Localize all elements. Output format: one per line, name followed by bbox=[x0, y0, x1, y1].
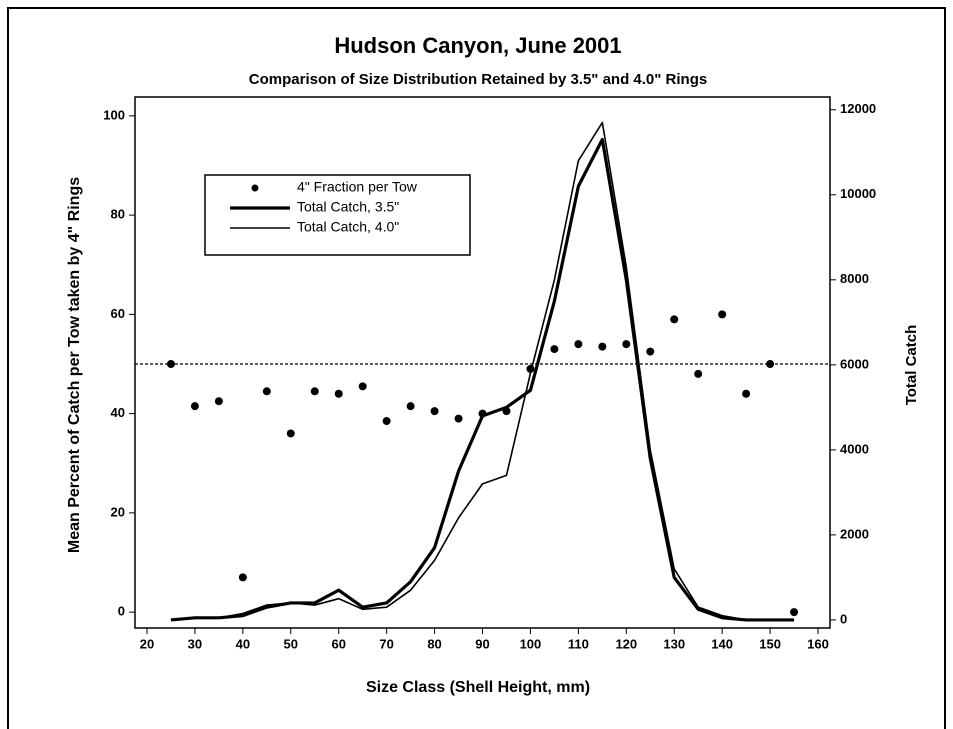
scatter-point bbox=[622, 340, 631, 349]
x-tick-label: 120 bbox=[615, 636, 637, 651]
y2-tick-label: 10000 bbox=[840, 186, 876, 201]
scatter-point bbox=[742, 389, 751, 398]
y2-tick-label: 2000 bbox=[840, 526, 869, 541]
legend-label: 4" Fraction per Tow bbox=[297, 179, 418, 195]
y-tick-label: 80 bbox=[111, 207, 125, 222]
scatter-point bbox=[238, 573, 247, 582]
scatter-point bbox=[646, 347, 655, 356]
x-tick-label: 150 bbox=[759, 636, 781, 651]
scatter-point bbox=[406, 402, 415, 411]
y-tick-label: 100 bbox=[103, 107, 125, 122]
scatter-point bbox=[214, 397, 223, 406]
x-tick-label: 70 bbox=[379, 636, 393, 651]
frame bbox=[7, 7, 946, 729]
scatter-point bbox=[574, 340, 583, 349]
y2-axis-label: Total Catch bbox=[903, 325, 920, 406]
y2-tick-label: 8000 bbox=[840, 271, 869, 286]
y-tick-label: 40 bbox=[111, 405, 125, 420]
x-tick-label: 40 bbox=[236, 636, 250, 651]
line bbox=[170, 121, 795, 621]
scatter-point bbox=[382, 417, 391, 426]
legend-label: Total Catch, 4.0" bbox=[297, 219, 399, 235]
x-tick-label: 30 bbox=[188, 636, 202, 651]
scatter-point bbox=[310, 387, 319, 396]
scatter-point bbox=[430, 407, 439, 416]
y2-tick-label: 6000 bbox=[840, 356, 869, 371]
scatter-point bbox=[190, 402, 199, 411]
y-tick-label: 20 bbox=[111, 504, 125, 519]
legend-marker bbox=[251, 184, 259, 192]
x-tick-label: 90 bbox=[475, 636, 489, 651]
scatter-point bbox=[334, 389, 343, 398]
chart-subtitle: Comparison of Size Distribution Retained… bbox=[249, 71, 707, 88]
y2-tick-label: 4000 bbox=[840, 441, 869, 456]
chart-title: Hudson Canyon, June 2001 bbox=[334, 33, 621, 58]
x-tick-label: 50 bbox=[284, 636, 298, 651]
scatter-point bbox=[598, 342, 607, 351]
scatter-point bbox=[166, 359, 175, 368]
y2-tick-label: 0 bbox=[840, 611, 847, 626]
y-axis-label: Mean Percent of Catch per Tow taken by 4… bbox=[66, 177, 83, 553]
x-tick-label: 80 bbox=[427, 636, 441, 651]
scatter-point bbox=[550, 345, 559, 354]
x-tick-label: 130 bbox=[663, 636, 685, 651]
y-tick-label: 60 bbox=[111, 306, 125, 321]
scatter-point bbox=[358, 382, 367, 391]
scatter-point bbox=[286, 429, 295, 438]
x-tick-label: 100 bbox=[520, 636, 542, 651]
x-axis-label: Size Class (Shell Height, mm) bbox=[366, 679, 590, 696]
x-tick-label: 20 bbox=[140, 636, 154, 651]
y2-tick-label: 12000 bbox=[840, 101, 876, 116]
y-tick-label: 0 bbox=[118, 604, 125, 619]
x-tick-label: 110 bbox=[568, 636, 589, 651]
legend-box bbox=[204, 174, 471, 256]
scatter-point bbox=[262, 387, 271, 396]
scatter-point bbox=[718, 310, 727, 319]
scatter-point bbox=[670, 315, 679, 324]
x-tick-label: 60 bbox=[331, 636, 345, 651]
scatter-point bbox=[766, 359, 775, 368]
scatter-point bbox=[790, 608, 799, 617]
legend-label: Total Catch, 3.5" bbox=[297, 199, 399, 215]
x-tick-label: 140 bbox=[711, 636, 733, 651]
line bbox=[170, 137, 795, 622]
x-tick-label: 160 bbox=[807, 636, 829, 651]
scatter-point bbox=[454, 414, 463, 423]
scatter-point bbox=[694, 369, 703, 378]
